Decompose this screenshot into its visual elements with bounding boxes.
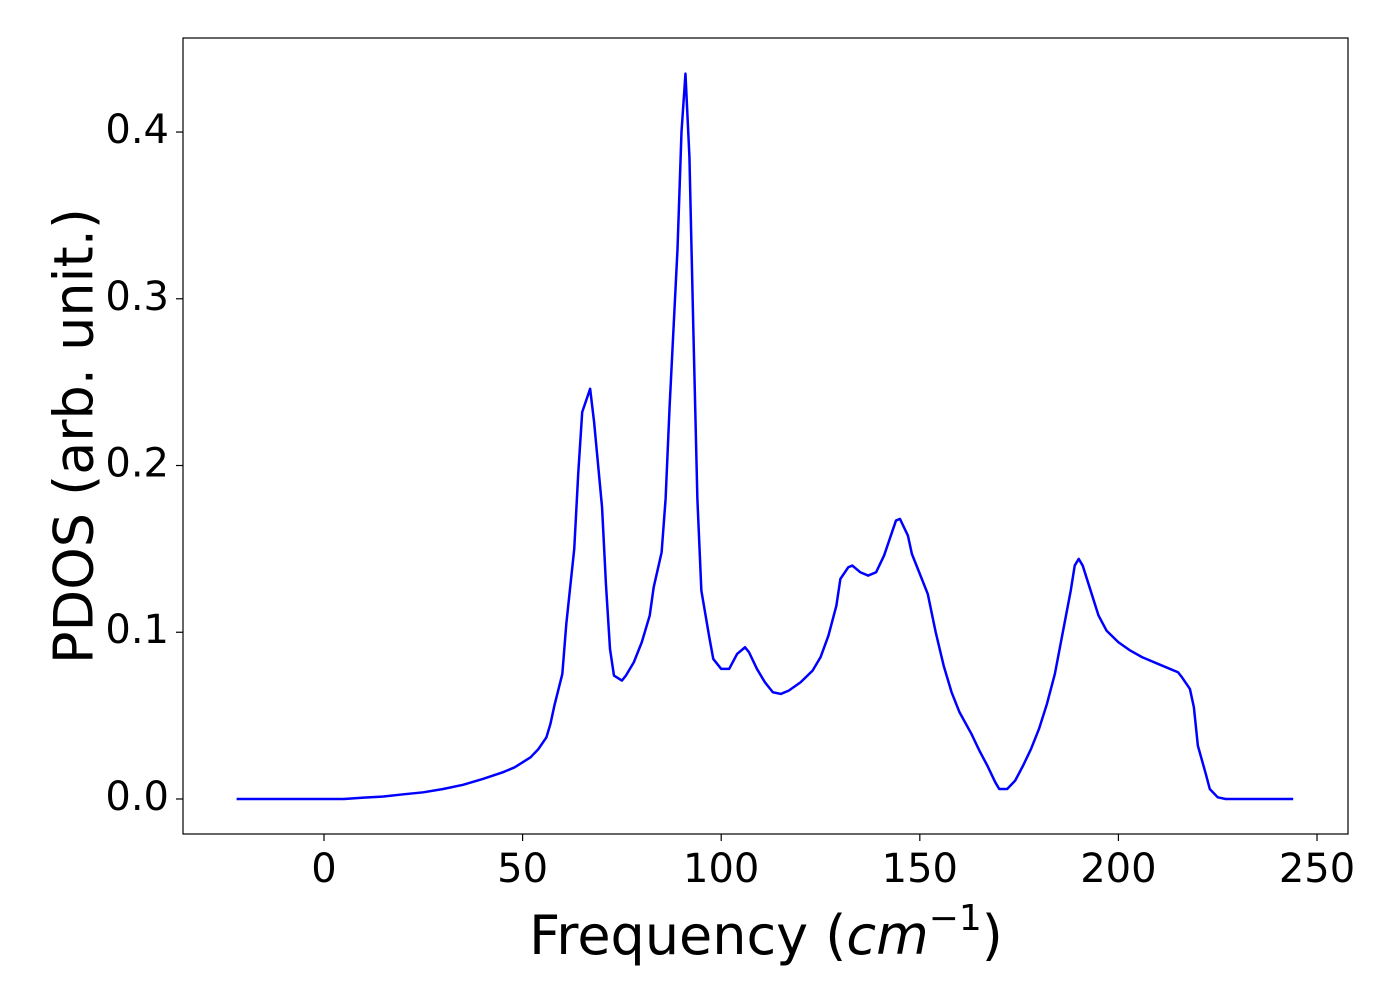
x-tick-label: 250 bbox=[1279, 846, 1355, 892]
x-label-text: Frequency ( bbox=[529, 904, 846, 967]
x-label-unit: cm bbox=[846, 904, 928, 967]
y-tick-label: 0.0 bbox=[105, 774, 169, 820]
y-axis-label: PDOS (arb. unit.) bbox=[43, 208, 106, 664]
x-label-exponent: −1 bbox=[929, 898, 982, 939]
x-label-close: ) bbox=[982, 904, 1003, 967]
data-line bbox=[236, 72, 1294, 801]
x-tick-label: 0 bbox=[311, 846, 336, 892]
y-tick-label: 0.4 bbox=[105, 107, 169, 153]
x-tick-label: 200 bbox=[1080, 846, 1156, 892]
y-tick-label: 0.3 bbox=[105, 274, 169, 320]
y-tick-label: 0.2 bbox=[105, 441, 169, 487]
y-tick-label: 0.1 bbox=[105, 607, 169, 653]
x-axis-label: Frequency (cm−1) bbox=[529, 898, 1003, 967]
x-tick-label: 100 bbox=[683, 846, 759, 892]
plot-frame bbox=[182, 37, 1349, 835]
x-tick-label: 50 bbox=[497, 846, 548, 892]
x-tick-label: 150 bbox=[882, 846, 958, 892]
